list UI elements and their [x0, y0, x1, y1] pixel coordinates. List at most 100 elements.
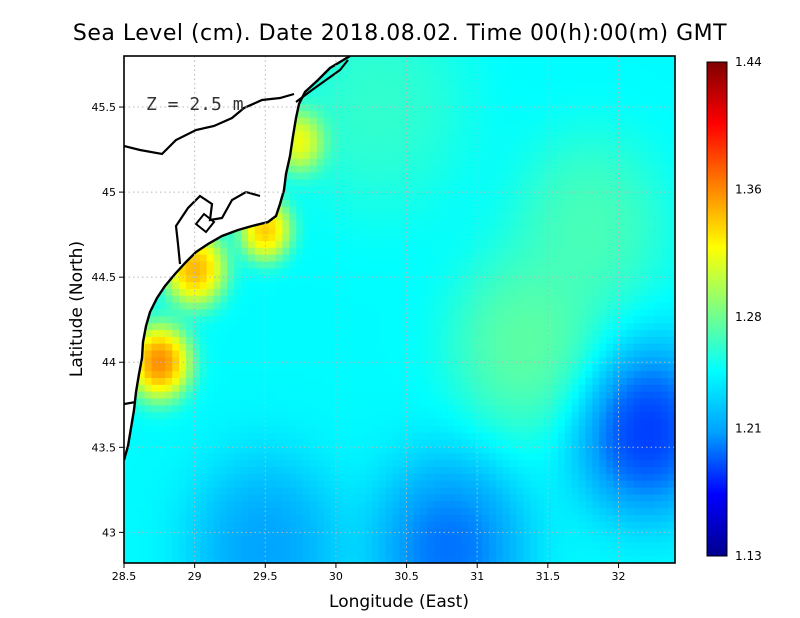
field-cell [530, 172, 538, 180]
field-cell [206, 316, 215, 324]
field-cell [571, 186, 580, 194]
field-cell [544, 446, 552, 454]
field-cell [475, 179, 483, 187]
field-cell [234, 473, 242, 482]
field-cell [399, 117, 407, 126]
field-cell [289, 467, 297, 475]
field-cell [530, 419, 538, 427]
field-cell [227, 391, 235, 400]
field-cell [365, 405, 373, 413]
field-cell [351, 453, 359, 461]
field-cell [585, 131, 593, 139]
field-cell [199, 268, 208, 276]
field-cell [268, 240, 277, 249]
field-cell [475, 330, 483, 338]
field-cell [516, 323, 525, 331]
field-cell [179, 364, 187, 372]
field-cell [592, 158, 600, 167]
field-cell [633, 350, 642, 359]
field-cell [371, 261, 380, 269]
field-cell [254, 398, 263, 407]
field-cell [227, 275, 235, 283]
field-cell [234, 295, 242, 304]
field-cell [468, 467, 476, 475]
field-cell [420, 371, 428, 379]
field-cell [475, 131, 483, 139]
field-cell [633, 364, 642, 372]
field-cell [275, 439, 284, 448]
field-cell [516, 268, 525, 276]
field-cell [337, 97, 345, 105]
field-cell [454, 247, 463, 256]
field-cell [392, 391, 401, 400]
field-cell [296, 425, 304, 434]
field-cell [378, 432, 387, 441]
field-cell [137, 419, 146, 427]
field-cell [275, 309, 284, 317]
field-cell [599, 364, 607, 372]
field-cell [537, 90, 545, 98]
field-cell [564, 364, 573, 372]
field-cell [613, 323, 621, 331]
field-cell [509, 295, 518, 304]
field-cell [323, 110, 332, 119]
field-cell [254, 446, 263, 454]
field-cell [268, 419, 277, 427]
field-cell [530, 227, 538, 235]
field-cell [309, 371, 318, 379]
field-cell [440, 240, 449, 249]
field-cell [557, 460, 566, 468]
field-cell [413, 76, 421, 84]
field-cell [640, 384, 649, 393]
field-cell [124, 467, 132, 475]
field-cell [413, 193, 421, 201]
field-cell [144, 371, 153, 379]
field-cell [316, 199, 325, 208]
field-cell [213, 268, 222, 276]
field-cell [303, 220, 311, 228]
field-cell [296, 165, 304, 174]
field-cell [475, 220, 483, 228]
field-cell [227, 432, 235, 441]
field-cell [668, 247, 675, 256]
field-cell [516, 288, 525, 297]
field-cell [433, 432, 442, 441]
field-cell [544, 357, 552, 365]
field-cell [489, 295, 497, 304]
field-cell [585, 179, 593, 187]
field-cell [254, 240, 263, 249]
field-cell [192, 275, 201, 283]
field-cell [344, 371, 352, 379]
field-cell [371, 165, 380, 174]
field-cell [564, 412, 573, 420]
field-cell [640, 419, 649, 427]
field-cell [468, 460, 476, 468]
field-cell [254, 453, 263, 461]
field-cell [433, 391, 442, 400]
field-cell [516, 165, 525, 174]
field-cell [592, 288, 600, 297]
field-cell [323, 247, 332, 256]
field-cell [592, 138, 600, 146]
field-cell [330, 309, 339, 317]
field-cell [633, 302, 642, 311]
field-cell [247, 460, 256, 468]
field-cell [578, 439, 587, 448]
field-cell [537, 227, 545, 235]
field-cell [530, 62, 538, 71]
field-cell [461, 199, 469, 208]
field-cell [495, 453, 504, 461]
field-cell [316, 275, 325, 283]
field-cell [585, 364, 593, 372]
field-cell [406, 199, 414, 208]
field-cell [482, 323, 490, 331]
field-cell [647, 446, 655, 454]
field-cell [482, 446, 490, 454]
field-cell [399, 357, 407, 365]
field-cell [447, 391, 456, 400]
field-cell [378, 247, 387, 256]
field-cell [661, 76, 669, 84]
field-cell [289, 158, 297, 167]
field-cell [516, 62, 525, 71]
field-cell [358, 323, 366, 331]
